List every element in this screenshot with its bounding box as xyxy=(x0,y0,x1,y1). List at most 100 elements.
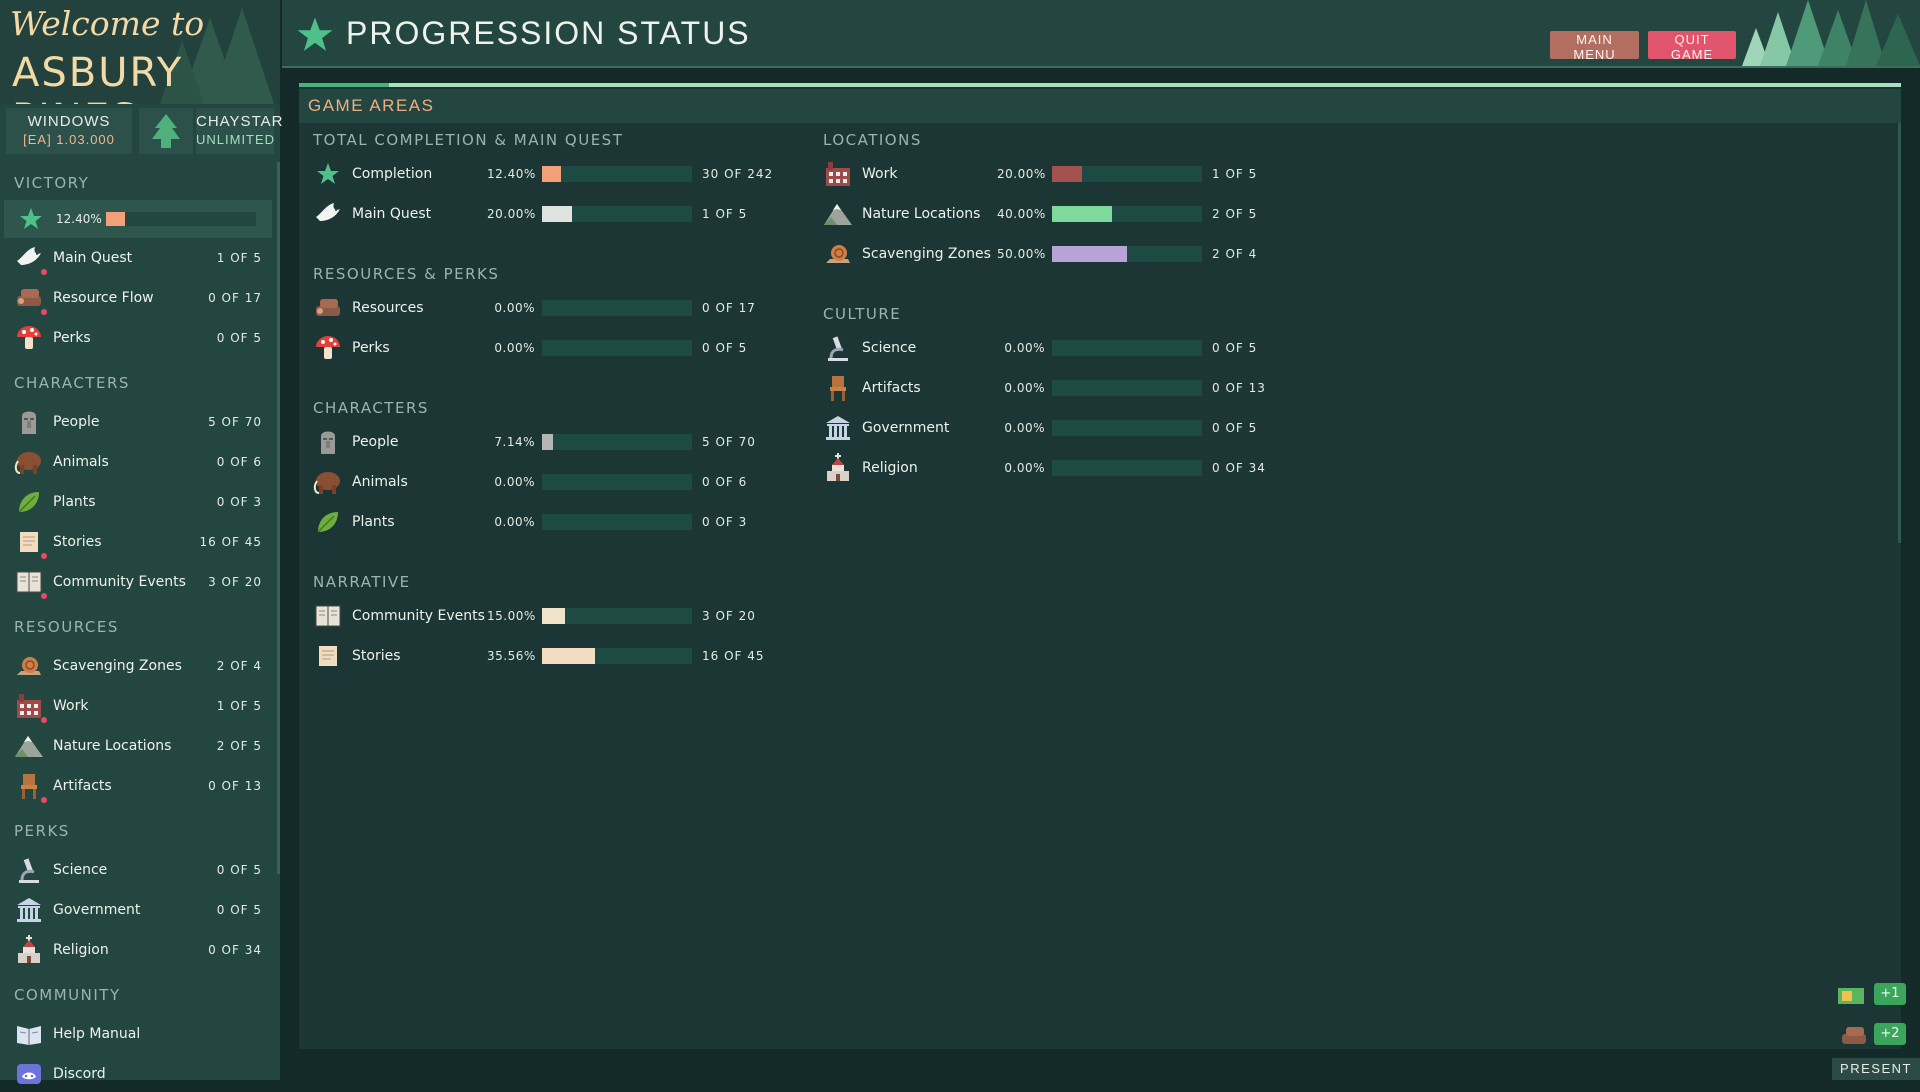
area-row-religion[interactable]: Religion 0.00% 0 OF 34 xyxy=(823,451,1266,485)
sidebar-item-label: Community Events xyxy=(53,574,186,590)
area-progress-fill xyxy=(542,166,561,182)
sidebar-item-label: Perks xyxy=(53,330,91,346)
leaf-icon xyxy=(313,507,343,537)
area-progress-fill xyxy=(542,648,596,664)
open-book-icon xyxy=(14,1019,44,1049)
victory-progress-row[interactable]: 12.40% xyxy=(4,200,272,238)
area-label: People xyxy=(352,434,399,450)
sidebar-heading-victory: VICTORY xyxy=(14,174,90,192)
sidebar-item-plants[interactable]: Plants 0 OF 3 xyxy=(14,484,262,520)
sidebar-item-label: Scavenging Zones xyxy=(53,658,182,674)
mountain-icon xyxy=(823,199,853,229)
sidebar-item-community-events[interactable]: Community Events 3 OF 20 xyxy=(14,564,262,600)
area-label: Perks xyxy=(352,340,390,356)
area-row-government[interactable]: Government 0.00% 0 OF 5 xyxy=(823,411,1257,445)
area-progress-bar xyxy=(542,474,692,490)
sidebar-item-resource-flow[interactable]: Resource Flow 0 OF 17 xyxy=(14,280,262,316)
sidebar-scrollbar[interactable] xyxy=(277,162,280,874)
sidebar-item-people[interactable]: People 5 OF 70 xyxy=(14,404,262,440)
victory-percent: 12.40% xyxy=(56,212,102,226)
notification-badge[interactable]: +2 xyxy=(1874,1023,1906,1045)
scroll-icon xyxy=(14,527,47,559)
panel-scrollbar[interactable] xyxy=(1898,123,1901,543)
sidebar-item-government[interactable]: Government 0 OF 5 xyxy=(14,892,262,928)
area-count: 0 OF 3 xyxy=(702,515,748,529)
area-percent: 20.00% xyxy=(487,207,536,221)
area-count: 2 OF 5 xyxy=(1212,207,1258,221)
area-label: Artifacts xyxy=(862,380,921,396)
sidebar-item-label: Animals xyxy=(53,454,109,470)
snail-icon xyxy=(14,651,44,681)
area-row-artifacts[interactable]: Artifacts 0.00% 0 OF 13 xyxy=(823,371,1266,405)
sidebar-item-religion[interactable]: Religion 0 OF 34 xyxy=(14,932,262,968)
group-heading: CULTURE xyxy=(823,305,902,323)
church-icon xyxy=(14,935,44,965)
area-count: 0 OF 13 xyxy=(1212,381,1266,395)
quit-game-button[interactable]: QUIT GAME xyxy=(1648,31,1736,62)
area-row-completion[interactable]: Completion 12.40% 30 OF 242 xyxy=(313,157,773,191)
group-heading: NARRATIVE xyxy=(313,573,411,591)
area-progress-bar xyxy=(542,166,692,182)
sidebar-item-label: Plants xyxy=(53,494,96,510)
area-row-main-quest[interactable]: Main Quest 20.00% 1 OF 5 xyxy=(313,197,747,231)
area-row-people[interactable]: People 7.14% 5 OF 70 xyxy=(313,425,756,459)
area-row-community-events[interactable]: Community Events 15.00% 3 OF 20 xyxy=(313,599,756,633)
sidebar-item-artifacts[interactable]: Artifacts 0 OF 13 xyxy=(14,768,262,804)
area-progress-bar xyxy=(542,648,692,664)
sidebar-item-main-quest[interactable]: Main Quest 1 OF 5 xyxy=(14,240,262,276)
area-percent: 7.14% xyxy=(494,435,535,449)
sidebar-item-work[interactable]: Work 1 OF 5 xyxy=(14,688,262,724)
area-row-nature-locations[interactable]: Nature Locations 40.00% 2 OF 5 xyxy=(823,197,1257,231)
area-label: Religion xyxy=(862,460,918,476)
area-label: Plants xyxy=(352,514,395,530)
book-icon xyxy=(313,601,343,631)
area-percent: 0.00% xyxy=(494,475,535,489)
area-percent: 0.00% xyxy=(1004,461,1045,475)
sidebar-item-label: Artifacts xyxy=(53,778,112,794)
money-icon xyxy=(1838,988,1864,1004)
sidebar-item-discord[interactable]: Discord xyxy=(14,1056,262,1092)
area-row-perks[interactable]: Perks 0.00% 0 OF 5 xyxy=(313,331,747,365)
area-label: Animals xyxy=(352,474,408,490)
user-box: CHAYSTAR UNLIMITED xyxy=(196,108,282,154)
pine-trees-decoration xyxy=(160,8,274,104)
area-progress-fill xyxy=(1052,206,1112,222)
sidebar-item-help-manual[interactable]: Help Manual xyxy=(14,1016,262,1052)
sidebar-item-perks[interactable]: Perks 0 OF 5 xyxy=(14,320,262,356)
logs-icon xyxy=(313,293,343,323)
sidebar-item-nature-locations[interactable]: Nature Locations 2 OF 5 xyxy=(14,728,262,764)
area-label: Government xyxy=(862,420,950,436)
sidebar-item-science[interactable]: Science 0 OF 5 xyxy=(14,852,262,888)
sidebar-item-animals[interactable]: Animals 0 OF 6 xyxy=(14,444,262,480)
area-row-work[interactable]: Work 20.00% 1 OF 5 xyxy=(823,157,1257,191)
moai-icon xyxy=(313,427,343,457)
area-row-scavenging-zones[interactable]: Scavenging Zones 50.00% 2 OF 4 xyxy=(823,237,1257,271)
area-progress-bar xyxy=(1052,246,1202,262)
area-row-resources[interactable]: Resources 0.00% 0 OF 17 xyxy=(313,291,756,325)
panel-title: GAME AREAS xyxy=(308,96,435,115)
tab-game-areas[interactable] xyxy=(299,83,389,87)
star-icon xyxy=(16,204,46,234)
area-row-science[interactable]: Science 0.00% 0 OF 5 xyxy=(823,331,1257,365)
notification-badge[interactable]: +1 xyxy=(1874,983,1906,1005)
church-icon xyxy=(823,453,853,483)
discord-icon xyxy=(14,1059,44,1089)
dove-icon xyxy=(313,199,343,229)
main-menu-button[interactable]: MAIN MENU xyxy=(1550,31,1639,62)
area-label: Community Events xyxy=(352,608,485,624)
sidebar-item-scavenging-zones[interactable]: Scavenging Zones 2 OF 4 xyxy=(14,648,262,684)
present-button[interactable]: PRESENT xyxy=(1832,1058,1920,1080)
capitol-icon xyxy=(823,413,853,443)
area-progress-fill xyxy=(1052,166,1082,182)
area-percent: 0.00% xyxy=(494,515,535,529)
chair-icon xyxy=(823,373,853,403)
area-row-plants[interactable]: Plants 0.00% 0 OF 3 xyxy=(313,505,747,539)
area-label: Scavenging Zones xyxy=(862,246,991,262)
area-progress-bar xyxy=(1052,206,1202,222)
area-percent: 50.00% xyxy=(997,247,1046,261)
area-row-stories[interactable]: Stories 35.56% 16 OF 45 xyxy=(313,639,765,673)
area-percent: 20.00% xyxy=(997,167,1046,181)
sidebar-item-stories[interactable]: Stories 16 OF 45 xyxy=(14,524,262,560)
new-indicator xyxy=(41,717,47,723)
area-row-animals[interactable]: Animals 0.00% 0 OF 6 xyxy=(313,465,747,499)
